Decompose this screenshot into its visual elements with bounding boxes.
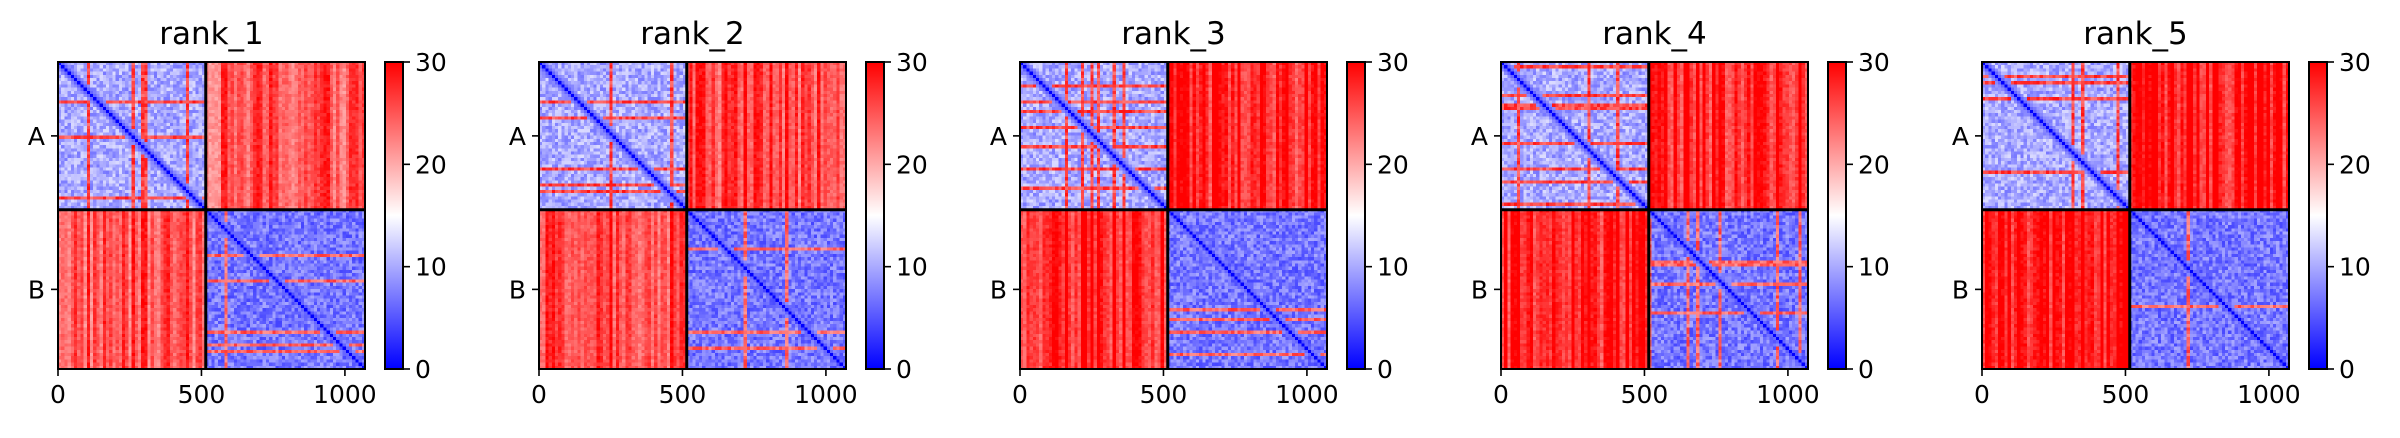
x-tick-label: 0	[1493, 380, 1509, 409]
heatmap-matrix	[1020, 62, 1327, 369]
colorbar-tick-label: 20	[415, 150, 447, 179]
y-tick-label: B	[1952, 275, 1969, 304]
colorbar-frame	[865, 61, 885, 370]
panel-title: rank_4	[1602, 16, 1707, 52]
panel-title: rank_2	[640, 16, 745, 52]
x-tick-label: 500	[178, 380, 226, 409]
heatmap-panel-5: rank_5 0 500 1000 A B 0 10 20 30	[1952, 16, 2371, 409]
heatmap-frame	[1500, 61, 1809, 370]
colorbar-tick-label: 0	[1858, 355, 1874, 384]
colorbar-tick-label: 0	[2339, 355, 2355, 384]
colorbar-tick-label: 0	[896, 355, 912, 384]
colorbar-frame	[1827, 61, 1847, 370]
heatmap-frame	[1981, 61, 2290, 370]
x-tick-label: 1000	[1756, 380, 1820, 409]
x-tick-label: 500	[1621, 380, 1669, 409]
y-tick-label: A	[1471, 122, 1488, 151]
x-tick-label: 1000	[794, 380, 858, 409]
y-tick-label: B	[509, 275, 526, 304]
colorbar-tick-label: 20	[896, 150, 928, 179]
panel-title: rank_5	[2083, 16, 2188, 52]
heatmap-matrix	[1501, 62, 1808, 369]
heatmap-frame	[1019, 61, 1328, 370]
colorbar-tick-label: 10	[896, 253, 928, 282]
heatmap-matrix	[58, 62, 365, 369]
y-tick-label: A	[990, 122, 1007, 151]
colorbar-tick-label: 10	[1377, 253, 1409, 282]
heatmap-panel-2: rank_2 0 500 1000 A B 0 10 20 30	[509, 16, 928, 409]
x-tick-label: 0	[50, 380, 66, 409]
x-tick-label: 1000	[2237, 380, 2301, 409]
x-tick-label: 1000	[1275, 380, 1339, 409]
y-tick-label: A	[509, 122, 526, 151]
colorbar	[385, 62, 403, 369]
colorbar-tick-label: 30	[896, 48, 928, 77]
colorbar-tick-label: 30	[1858, 48, 1890, 77]
colorbar-tick-label: 20	[1377, 150, 1409, 179]
colorbar-tick-label: 10	[2339, 253, 2371, 282]
x-tick-label: 500	[659, 380, 707, 409]
colorbar-tick-label: 20	[2339, 150, 2371, 179]
colorbar	[866, 62, 884, 369]
colorbar-tick-label: 30	[1377, 48, 1409, 77]
colorbar-frame	[1346, 61, 1366, 370]
y-tick-label: A	[1952, 122, 1969, 151]
heatmap-frame	[538, 61, 847, 370]
colorbar-tick-label: 0	[415, 355, 431, 384]
colorbar	[2309, 62, 2327, 369]
panel-title: rank_3	[1121, 16, 1226, 52]
colorbar-tick-label: 0	[1377, 355, 1393, 384]
colorbar-tick-label: 30	[2339, 48, 2371, 77]
colorbar-tick-label: 20	[1858, 150, 1890, 179]
heatmap-panel-3: rank_3 0 500 1000 A B 0 10 20 30	[990, 16, 1409, 409]
heatmap-matrix	[539, 62, 846, 369]
x-tick-label: 1000	[313, 380, 377, 409]
colorbar-frame	[384, 61, 404, 370]
colorbar	[1828, 62, 1846, 369]
colorbar-tick-label: 10	[1858, 253, 1890, 282]
x-tick-label: 500	[1140, 380, 1188, 409]
x-tick-label: 0	[1974, 380, 1990, 409]
colorbar-tick-label: 30	[415, 48, 447, 77]
x-tick-label: 0	[1012, 380, 1028, 409]
heatmap-frame	[57, 61, 366, 370]
y-tick-label: A	[28, 122, 45, 151]
colorbar-tick-label: 10	[415, 253, 447, 282]
heatmap-panel-1: rank_1 0 500 1000 A B 0 10 20 30	[28, 16, 447, 409]
heatmap-panel-4: rank_4 0 500 1000 A B 0 10 20 30	[1471, 16, 1890, 409]
colorbar	[1347, 62, 1365, 369]
x-tick-label: 0	[531, 380, 547, 409]
panel-title: rank_1	[159, 16, 264, 52]
y-tick-label: B	[990, 275, 1007, 304]
y-tick-label: B	[28, 275, 45, 304]
heatmap-matrix	[1982, 62, 2289, 369]
y-tick-label: B	[1471, 275, 1488, 304]
x-tick-label: 500	[2102, 380, 2150, 409]
colorbar-frame	[2308, 61, 2328, 370]
